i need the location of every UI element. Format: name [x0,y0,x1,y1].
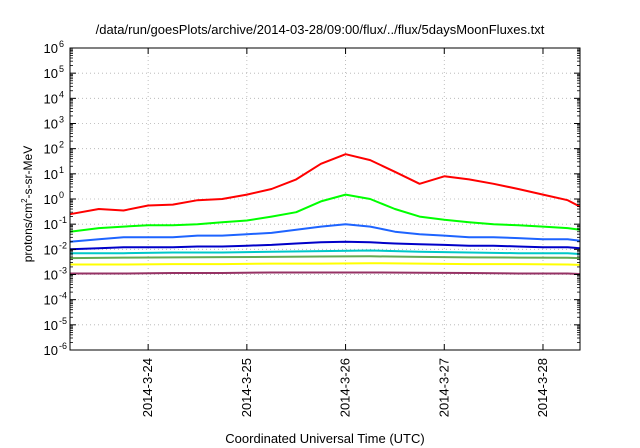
series-line-2 [69,193,581,233]
series-line-1 [69,153,581,216]
y-tick-label: 10-3 [44,266,67,283]
series-line-6 [69,255,581,260]
x-tick-label: 2014-3-24 [140,358,155,417]
series-line-4 [69,240,581,251]
x-tick-label: 2014-3-25 [239,358,254,417]
y-tick-label: 106 [44,39,64,56]
y-tick-label: 10-6 [44,341,67,358]
y-tick-label: 105 [44,64,64,81]
y-tick-label: 10-5 [44,316,67,333]
grid [70,48,580,350]
x-tick-label: 2014-3-27 [436,358,451,417]
x-axis-label: Coordinated Universal Time (UTC) [225,431,425,446]
x-tick-label: 2014-3-28 [535,358,550,417]
chart-title: /data/run/goesPlots/archive/2014-03-28/0… [95,22,545,37]
series-line-7 [70,262,581,266]
series-line-8 [70,271,581,275]
series-layer [69,153,581,275]
y-ticks: 106 105 104 103 102 101 100 10-1 10-2 10-3 10-4 10-… [44,39,580,358]
x-tick-label: 2014-3-26 [338,358,353,417]
y-tick-label: 10-1 [44,215,67,232]
y-tick-label: 10-2 [44,240,67,257]
series-line-3 [69,223,581,243]
x-ticks: 2014-3-24 2014-3-25 2014-3-26 2014-3-27 2014… [140,48,550,417]
y-tick-label: 103 [44,115,64,132]
y-tick-label: 101 [44,165,64,182]
series-line-5 [70,249,581,255]
y-tick-label: 100 [44,190,64,207]
y-tick-label: 102 [44,140,64,157]
y-tick-label: 104 [44,89,64,106]
y-tick-label: 10-4 [44,291,67,308]
